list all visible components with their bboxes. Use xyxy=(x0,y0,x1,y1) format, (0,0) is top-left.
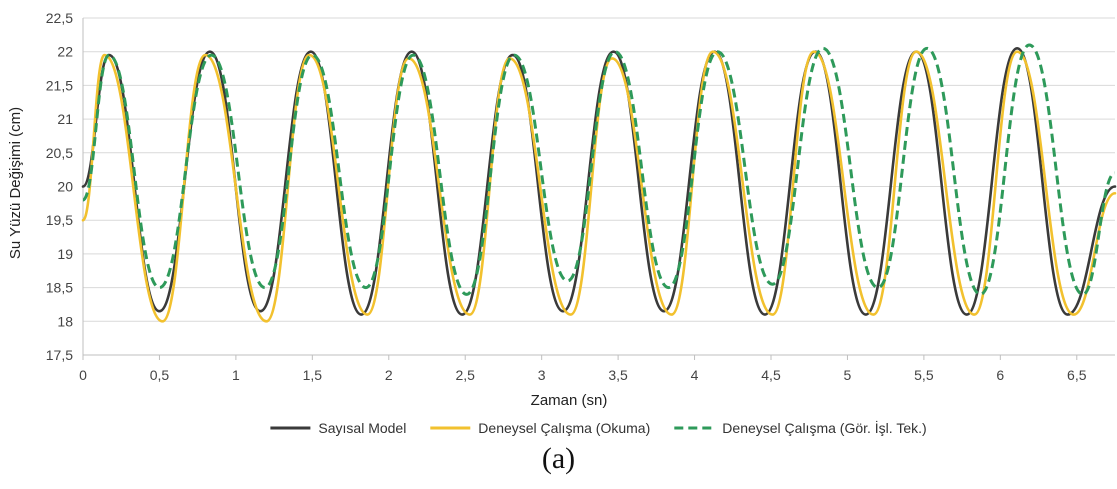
series-line-deneysel-c-al-s-ma-okuma xyxy=(81,50,1117,323)
y-tick-label: 20,5 xyxy=(46,145,73,161)
figure-caption: (a) xyxy=(541,442,576,475)
x-tick-label: 2 xyxy=(385,367,393,383)
x-tick-label: 0 xyxy=(79,367,87,383)
x-tick-label: 4,5 xyxy=(761,367,781,383)
x-tick-label: 0,5 xyxy=(150,367,170,383)
x-tick-label: 3 xyxy=(538,367,546,383)
y-tick-label: 20 xyxy=(57,179,73,195)
series-lines xyxy=(81,43,1117,323)
y-tick-label: 21 xyxy=(57,111,73,127)
y-axis-title: Su Yüzü Değişimi (cm) xyxy=(7,107,24,259)
x-tick-label: 5,5 xyxy=(914,367,934,383)
y-tick-label: 21,5 xyxy=(46,77,73,93)
y-tick-label: 18,5 xyxy=(46,280,73,296)
x-tick-label: 1,5 xyxy=(303,367,323,383)
legend-item-deneysel-c-al-s-ma-okuma: Deneysel Çalışma (Okuma) xyxy=(430,420,650,436)
series-line-say-sal-model xyxy=(81,47,1117,316)
y-tick-label: 18 xyxy=(57,313,73,329)
y-tick-label: 22 xyxy=(57,44,73,60)
y-tick-label: 19,5 xyxy=(46,212,73,228)
x-tick-label: 1 xyxy=(232,367,240,383)
x-tick-label: 4 xyxy=(691,367,699,383)
legend: Sayısal Model Deneysel Çalışma (Okuma) Den… xyxy=(270,419,927,436)
y-tick-label: 22,5 xyxy=(46,10,73,26)
series-line-deneysel-c-al-s-ma-go-r-i-s-l-tek xyxy=(81,43,1116,296)
legend-label: Deneysel Çalışma (Okuma) xyxy=(478,420,650,436)
x-axis-title: Zaman (sn) xyxy=(531,392,608,409)
x-tick-label: 3,5 xyxy=(608,367,628,383)
x-tick-label: 6 xyxy=(996,367,1004,383)
legend-item-deneysel-c-al-s-ma-go-r-i-s-l-tek: Deneysel Çalışma (Gör. İşl. Tek.) xyxy=(674,419,927,436)
legend-label: Deneysel Çalışma (Gör. İşl. Tek.) xyxy=(722,419,926,436)
gridlines xyxy=(83,17,1115,356)
legend-label: Sayısal Model xyxy=(318,420,406,436)
legend-item-say-sal-model: Sayısal Model xyxy=(270,420,406,436)
y-tick-label: 19 xyxy=(57,246,73,262)
y-tick-label: 17,5 xyxy=(46,347,73,363)
x-tick-label: 2,5 xyxy=(455,367,475,383)
x-tick-label: 6,5 xyxy=(1067,367,1087,383)
x-tick-label: 5 xyxy=(844,367,852,383)
